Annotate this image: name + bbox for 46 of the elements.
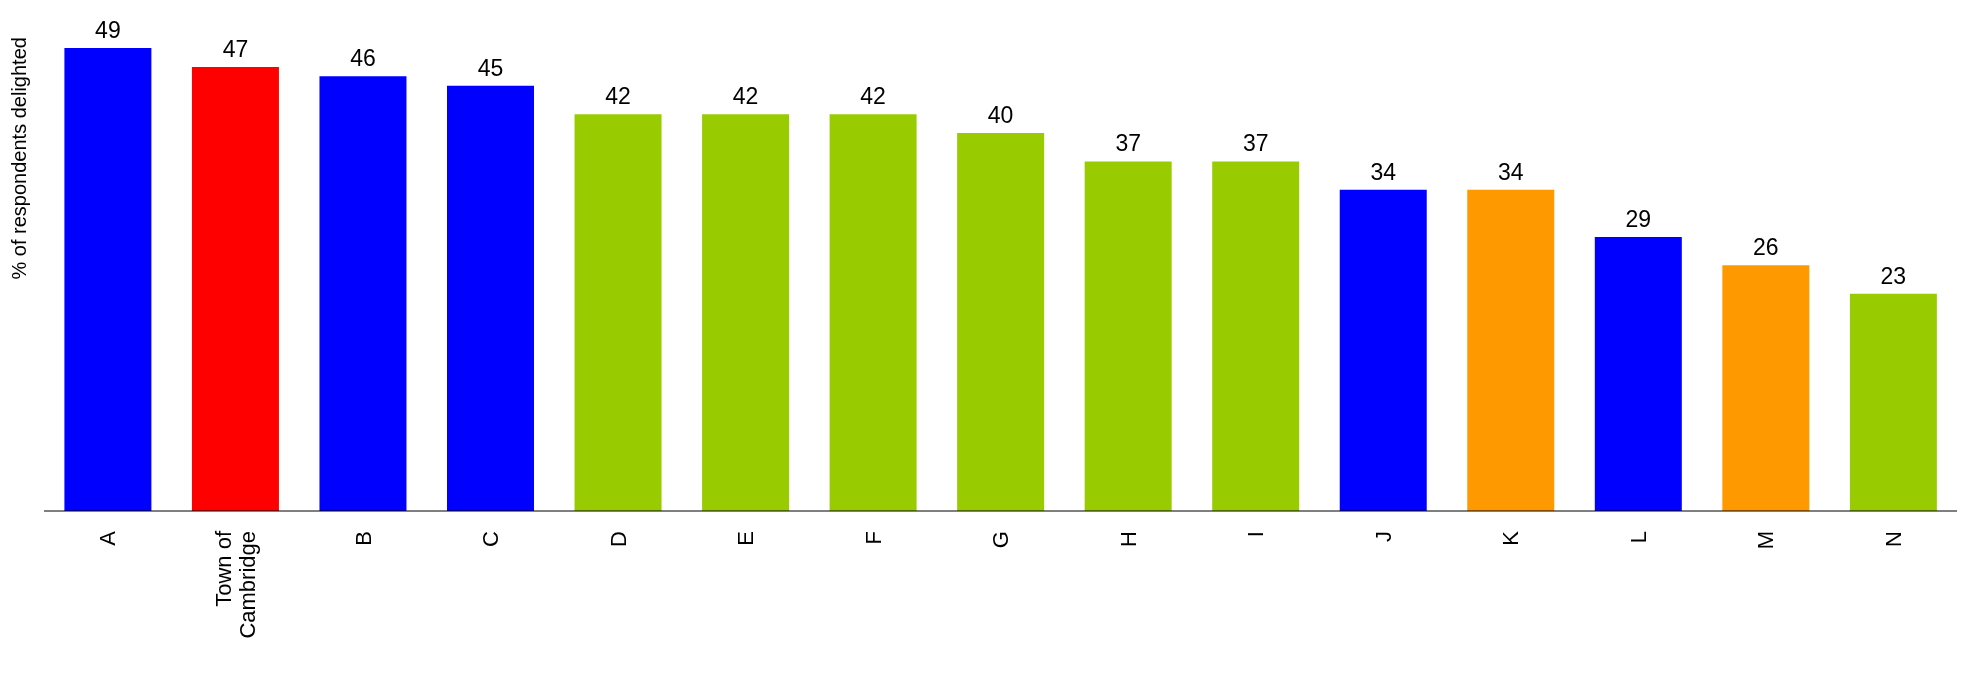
data-label: 46: [350, 45, 376, 72]
data-label: 47: [222, 35, 249, 62]
bar: [1084, 161, 1172, 511]
data-label: 42: [605, 83, 631, 110]
x-tick-label: D: [605, 531, 631, 547]
x-tick-label: M: [1753, 531, 1779, 550]
x-tick-label: N: [1880, 531, 1906, 547]
x-tick-label: E: [733, 531, 759, 546]
bar: [447, 85, 535, 511]
bar: [957, 133, 1045, 511]
data-label: 26: [1753, 234, 1779, 261]
bar: [574, 114, 662, 511]
x-tick-label: J: [1370, 531, 1396, 542]
bar: [1339, 189, 1427, 511]
bar: [1467, 189, 1555, 511]
x-tick-label: H: [1115, 531, 1141, 547]
data-label: 37: [1242, 130, 1269, 157]
x-tick-label: B: [350, 531, 376, 546]
bar: [191, 66, 279, 511]
data-label: 37: [1115, 130, 1141, 157]
x-tick-label: A: [95, 530, 121, 546]
bar: [702, 114, 790, 511]
y-axis-title: % of respondents delighted: [8, 37, 31, 280]
data-label: 23: [1880, 262, 1907, 289]
data-label: 34: [1370, 158, 1397, 185]
bar: [1212, 161, 1300, 511]
data-label: 42: [732, 83, 759, 110]
data-label: 29: [1625, 205, 1652, 232]
bar: [319, 76, 407, 511]
x-tick-label: F: [860, 531, 886, 545]
x-tick-label: K: [1498, 530, 1524, 546]
data-label: 42: [860, 83, 886, 110]
data-label: 49: [95, 17, 121, 43]
x-tick-label: C: [478, 530, 504, 547]
data-label: 34: [1497, 158, 1524, 185]
data-label: 40: [987, 102, 1014, 129]
data-label: 45: [477, 54, 504, 81]
bar: [1849, 293, 1937, 511]
x-tick-label: L: [1625, 531, 1651, 544]
x-tick-label: G: [988, 531, 1014, 549]
x-tick-label: Town of Cambridge: [210, 530, 261, 639]
bar: [64, 48, 152, 511]
x-tick-label: I: [1243, 531, 1269, 538]
bar: [1594, 236, 1682, 511]
bar: [829, 114, 917, 511]
bar: [1722, 265, 1810, 511]
